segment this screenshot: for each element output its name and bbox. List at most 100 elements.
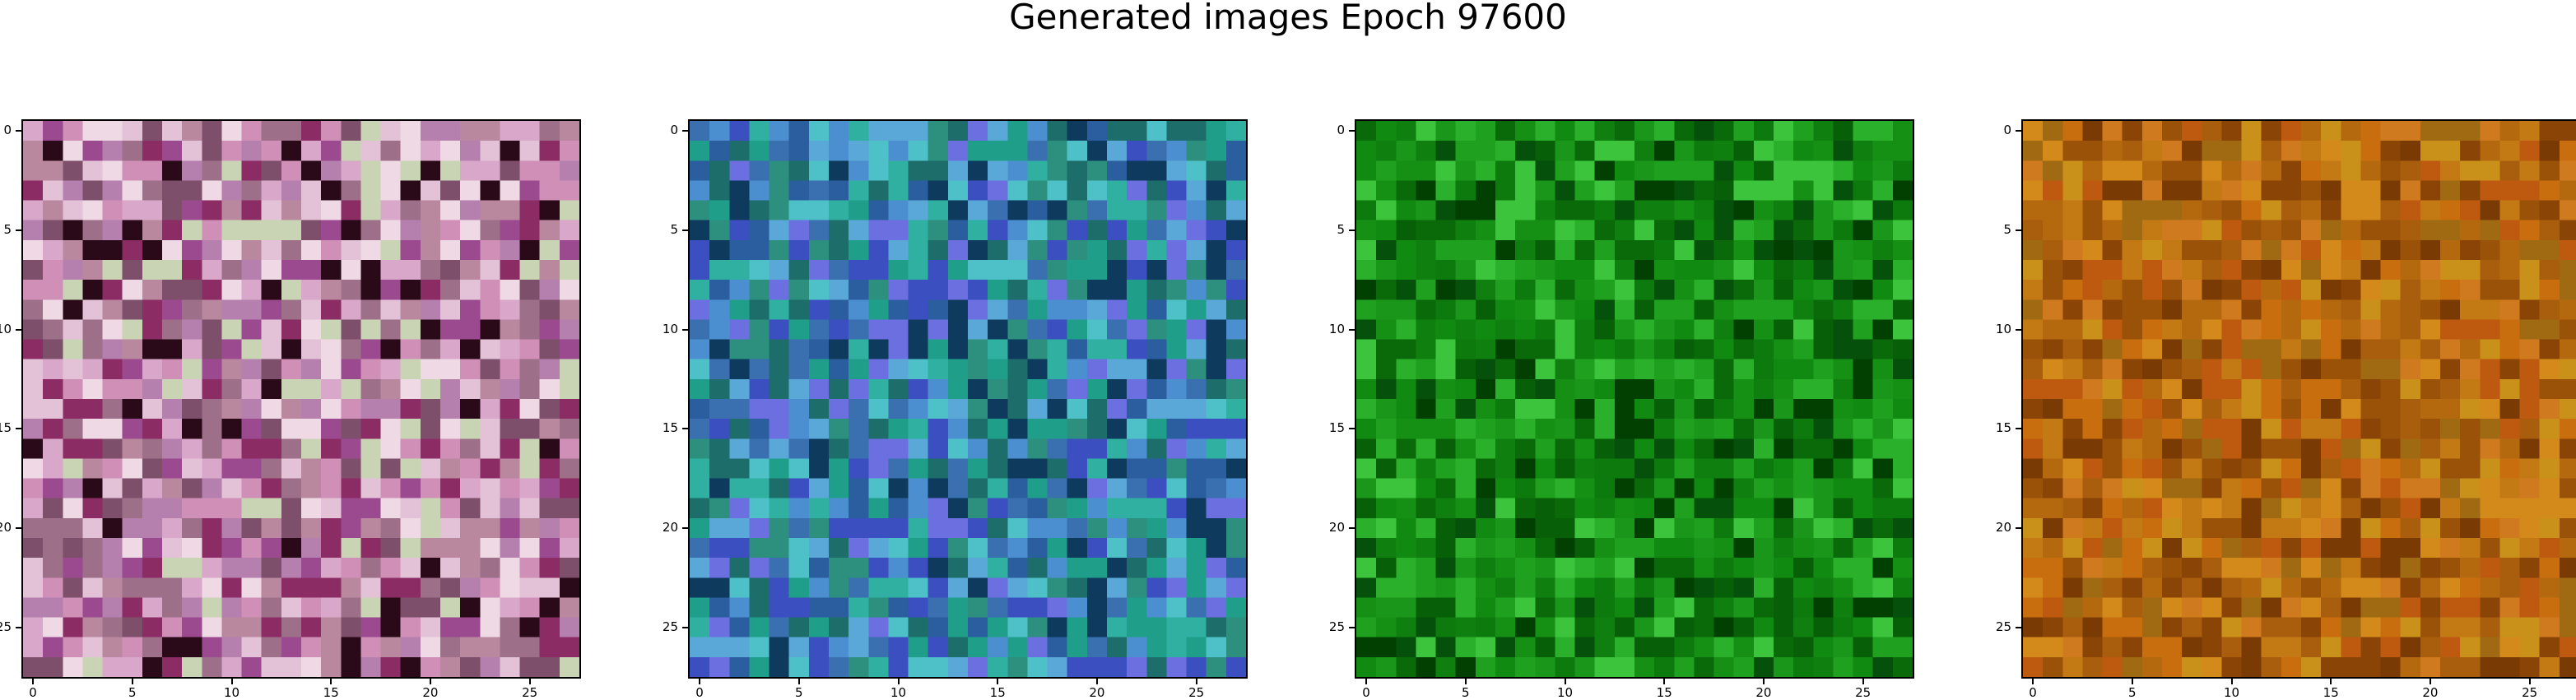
heatmap-cell [1535, 180, 1556, 202]
heatmap-cell [769, 517, 790, 539]
heatmap-cell [1674, 220, 1695, 241]
heatmap-cell [202, 656, 223, 677]
heatmap-cell [1813, 180, 1834, 202]
heatmap-cell [2241, 517, 2262, 539]
heatmap-cell [559, 200, 579, 221]
heatmap-cell [2221, 637, 2243, 658]
heatmap-cell [2420, 319, 2441, 341]
heatmap-cell [1146, 577, 1168, 599]
x-tick-mark [897, 678, 900, 684]
heatmap-cell [2221, 517, 2243, 539]
heatmap-cell [1376, 399, 1397, 420]
heatmap-cell [1713, 141, 1735, 161]
heatmap-cell [2301, 378, 2322, 400]
heatmap-cell [420, 478, 441, 499]
heatmap-cell [281, 498, 302, 519]
heatmap-cell [1793, 359, 1814, 380]
heatmap-cell [2241, 399, 2262, 420]
heatmap-cell [2102, 378, 2123, 400]
heatmap-cell [2202, 517, 2223, 539]
heatmap-cell [559, 637, 579, 658]
heatmap-cell [1713, 517, 1735, 539]
heatmap-cell [2062, 160, 2084, 182]
heatmap-cell [2023, 319, 2044, 341]
heatmap-cell [1833, 260, 1854, 280]
heatmap-cell [2281, 597, 2302, 619]
heatmap-cell [1396, 656, 1417, 677]
heatmap-cell [1713, 180, 1735, 202]
heatmap-cell [1813, 220, 1834, 241]
heatmap-cell [1654, 538, 1675, 559]
heatmap-cell [1813, 319, 1834, 341]
heatmap-cell [2261, 121, 2282, 141]
heatmap-cell [162, 478, 183, 499]
heatmap-cell [1047, 280, 1068, 300]
heatmap-cell [1186, 160, 1207, 182]
heatmap-cell [1694, 220, 1715, 241]
heatmap-cell [2301, 359, 2322, 380]
heatmap-cell [202, 498, 223, 519]
heatmap-cell [1753, 637, 1774, 658]
heatmap-cell [1127, 458, 1147, 480]
heatmap-cell [2460, 200, 2481, 221]
heatmap-cell [988, 577, 1008, 599]
heatmap-cell [162, 160, 183, 182]
heatmap-cell [63, 378, 84, 400]
heatmap-cell [1067, 419, 1088, 439]
heatmap-cell [2301, 180, 2322, 202]
heatmap-cell [2519, 280, 2541, 300]
heatmap-cell [2241, 637, 2262, 658]
heatmap-cell [1047, 220, 1068, 241]
heatmap-cell [182, 180, 202, 202]
heatmap-cell [2082, 180, 2104, 202]
heatmap-cell [1225, 517, 1246, 539]
heatmap-cell [1225, 141, 1246, 161]
heatmap-cell [380, 220, 402, 241]
heatmap-cell [420, 359, 441, 380]
heatmap-cell [102, 577, 123, 599]
heatmap-cell [2499, 399, 2521, 420]
heatmap-cell [182, 558, 202, 578]
heatmap-cell [1614, 339, 1635, 360]
heatmap-cell [2380, 617, 2402, 638]
heatmap-cell [1594, 637, 1616, 658]
heatmap-cell [1027, 458, 1049, 480]
heatmap-cell [968, 121, 988, 141]
heatmap-cell [2281, 617, 2302, 638]
heatmap-cell [1107, 339, 1128, 360]
heatmap-cell [1416, 319, 1437, 341]
heatmap-cell [2062, 419, 2084, 439]
heatmap-cell [968, 558, 988, 578]
heatmap-cell [241, 359, 263, 380]
heatmap-cell [709, 637, 730, 658]
heatmap-cell [2559, 597, 2576, 619]
heatmap-cell [380, 260, 402, 280]
heatmap-cell [182, 637, 202, 658]
heatmap-cell [1713, 617, 1735, 638]
heatmap-cell [559, 180, 579, 202]
heatmap-cell [1225, 577, 1246, 599]
heatmap-cell [1574, 359, 1596, 380]
heatmap-cell [1515, 419, 1536, 439]
x-tick-label: 5 [128, 685, 137, 700]
heatmap-cell [729, 517, 751, 539]
heatmap-cell [162, 617, 183, 638]
heatmap-cell [1774, 378, 1794, 400]
heatmap-cell [1127, 299, 1147, 321]
heatmap-cell [1067, 141, 1088, 161]
heatmap-cell [1455, 180, 1476, 202]
heatmap-cell [2043, 299, 2063, 321]
heatmap-cell [519, 597, 541, 619]
heatmap-cell [2162, 656, 2183, 677]
heatmap-cell [2043, 260, 2063, 280]
heatmap-cell [1694, 438, 1715, 460]
heatmap-cell [63, 419, 84, 439]
heatmap-cell [2122, 538, 2143, 559]
heatmap-cell [519, 299, 541, 321]
heatmap-cell [281, 438, 302, 460]
heatmap-cell [2043, 538, 2063, 559]
heatmap-cell [301, 498, 322, 519]
heatmap-cell [2360, 656, 2382, 677]
heatmap-cell [1594, 141, 1616, 161]
